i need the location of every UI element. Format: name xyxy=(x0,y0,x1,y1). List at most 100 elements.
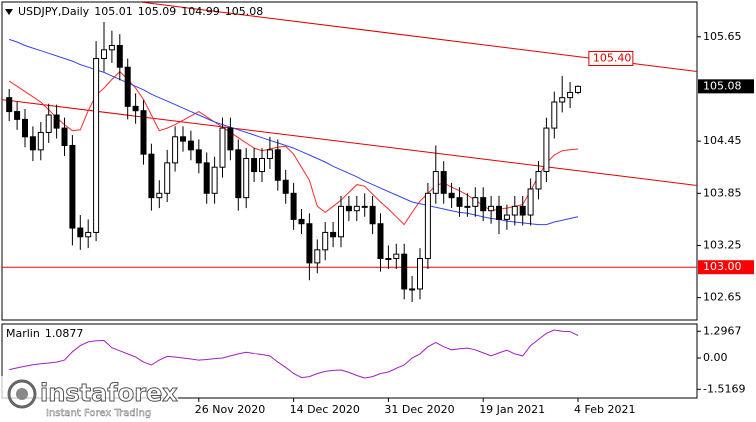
candle-body xyxy=(116,44,123,68)
candle-body xyxy=(29,136,36,151)
watermark-name: instaforex xyxy=(40,379,178,407)
candle-body xyxy=(369,205,376,225)
level-label: 103.00 xyxy=(703,260,742,273)
candle-body xyxy=(298,218,305,225)
candle-body xyxy=(401,253,408,290)
candle-body xyxy=(124,66,131,107)
candle-body xyxy=(61,127,68,146)
header-high: 105.09 xyxy=(138,5,177,18)
candle-body xyxy=(93,58,100,233)
candle-body xyxy=(322,231,329,251)
candle-body xyxy=(480,197,487,212)
candle-body xyxy=(496,205,502,220)
main-plot xyxy=(2,2,697,302)
candle-body xyxy=(440,171,447,194)
watermark-icon-core xyxy=(16,388,28,400)
candle-body xyxy=(14,111,21,120)
candle-body xyxy=(219,127,226,168)
indicator-tick-label: 1.2967 xyxy=(703,324,742,337)
y-tick-label: 103.25 xyxy=(703,238,742,251)
candle-body xyxy=(69,144,76,229)
watermark-tagline: Instant Forex Trading xyxy=(46,408,151,419)
candle-body xyxy=(132,105,139,112)
candle-body xyxy=(37,131,44,151)
candle-body xyxy=(345,205,352,212)
candle-body xyxy=(243,158,250,199)
candle-body xyxy=(195,149,202,164)
current-price-label: 105.08 xyxy=(703,79,742,92)
indicator-plot xyxy=(9,329,579,379)
candle-body xyxy=(432,171,439,194)
watermark-icon xyxy=(7,379,37,409)
candle-body xyxy=(77,227,84,238)
header-close: 105.08 xyxy=(225,5,264,18)
indicator-value: 1.0877 xyxy=(45,327,84,340)
candle-body xyxy=(377,223,384,260)
candle-body xyxy=(385,258,392,261)
y-tick-label: 103.85 xyxy=(703,186,742,199)
candle-body xyxy=(180,136,186,142)
candle-body xyxy=(235,149,242,199)
main-panel-border xyxy=(1,1,698,321)
candle-body xyxy=(511,205,518,216)
axes: USDJPY,Daily 105.01 105.09 104.99 105.08 105.… xyxy=(5,5,754,416)
x-tick-label: 4 Feb 2021 xyxy=(574,403,635,416)
candle-body xyxy=(393,253,400,260)
candle-body xyxy=(164,162,171,194)
trend-line-label: 105.40 xyxy=(593,52,632,65)
candle-body xyxy=(456,197,463,207)
candle-body xyxy=(448,192,455,199)
current-price-box xyxy=(698,79,754,94)
candle-body xyxy=(290,192,297,220)
candle-body xyxy=(227,127,234,151)
candle-body xyxy=(519,205,526,216)
level-label-box xyxy=(698,260,754,275)
y-tick-label: 104.45 xyxy=(703,134,742,147)
candle-body xyxy=(464,205,471,208)
trend-line-label-box xyxy=(588,51,634,67)
candle-body xyxy=(266,149,273,160)
candle-body xyxy=(282,179,289,194)
x-tick-label: 14 Dec 2020 xyxy=(290,403,360,416)
indicator-title: Marlin 1.0877 xyxy=(6,327,83,340)
candle-body xyxy=(559,97,566,103)
candle-body xyxy=(488,205,495,212)
candle-body xyxy=(85,231,92,238)
y-tick-label: 105.65 xyxy=(703,30,742,43)
candle-body xyxy=(503,214,510,220)
candle-body xyxy=(306,223,313,264)
indicator-name: Marlin xyxy=(6,327,40,340)
indicator-tick-label: 0.00 xyxy=(703,351,728,364)
indicator-tick-label: -1.5169 xyxy=(703,382,745,395)
candle-body xyxy=(274,149,281,181)
candle-body xyxy=(330,231,337,238)
header-icon xyxy=(5,9,13,15)
candle-body xyxy=(551,101,558,129)
symbol-title: USDJPY,Daily xyxy=(18,5,90,18)
indicator-line xyxy=(9,329,579,379)
x-tick-label: 31 Dec 2020 xyxy=(384,403,454,416)
header-low: 104.99 xyxy=(181,5,220,18)
candle-body xyxy=(156,192,163,199)
candle-body xyxy=(22,118,28,138)
candle-body xyxy=(187,140,194,151)
candle-body xyxy=(338,205,344,238)
x-tick-label: 19 Jan 2021 xyxy=(479,403,545,416)
trend-line xyxy=(2,99,697,186)
candle-body xyxy=(567,91,574,99)
candle-body xyxy=(314,249,321,264)
candle-body xyxy=(353,205,360,212)
candle-body xyxy=(535,171,542,190)
candle-body xyxy=(527,188,534,216)
header-open: 105.01 xyxy=(94,5,133,18)
candle-body xyxy=(6,97,13,113)
candle-body xyxy=(211,166,218,194)
candle-body xyxy=(53,114,60,129)
candle-body xyxy=(424,192,431,260)
watermark: instaforex Instant Forex Trading xyxy=(0,376,179,422)
candle-body xyxy=(101,49,107,60)
candle-body xyxy=(259,158,265,173)
